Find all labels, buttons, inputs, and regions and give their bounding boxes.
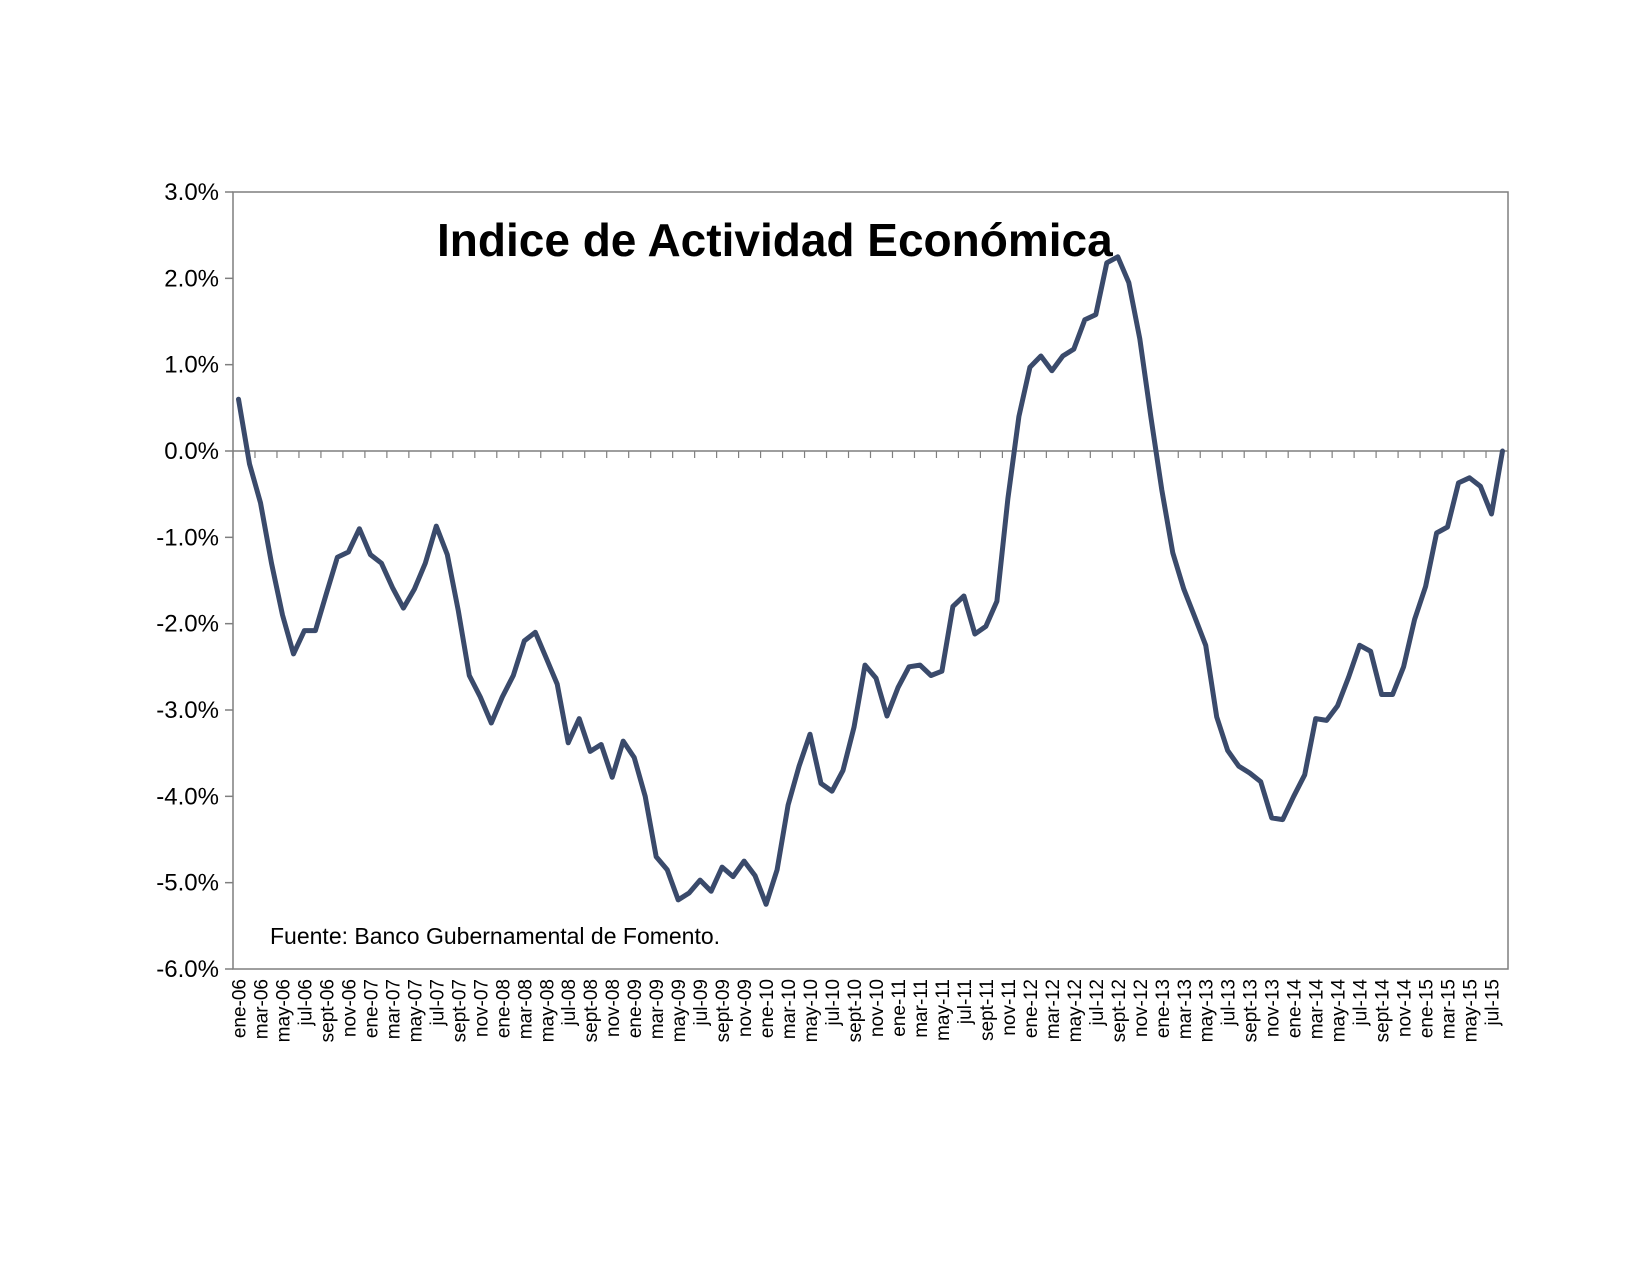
zero-axis-ticks [232,451,1509,458]
x-tick-label: may-12 [1065,979,1086,1042]
x-tick-label: ene-14 [1285,979,1306,1039]
x-tick-label: mar-09 [647,979,668,1039]
y-tick-label: 3.0% [164,179,219,206]
x-tick-label: mar-10 [779,979,800,1039]
x-tick-label: sept-08 [581,979,602,1042]
y-tick-label: -2.0% [156,611,219,638]
x-tick-label: ene-11 [889,979,910,1037]
x-tick-label: mar-13 [1175,979,1196,1039]
x-tick-label: mar-06 [251,979,272,1039]
x-tick-label: may-06 [273,979,294,1042]
x-tick-label: nov-10 [867,979,888,1037]
x-tick-label: ene-08 [493,979,514,1038]
x-tick-label: ene-07 [361,979,382,1038]
x-tick-label: ene-15 [1417,979,1438,1038]
y-tick-label: -3.0% [156,697,219,724]
x-tick-label: mar-11 [911,979,932,1038]
x-tick-label: sept-12 [1109,979,1130,1042]
x-tick-label: may-14 [1329,979,1350,1043]
x-tick-label: nov-14 [1395,979,1416,1038]
x-tick-label: jul-12 [1087,979,1108,1026]
x-tick-label: nov-07 [471,979,492,1037]
x-tick-label: may-10 [801,979,822,1042]
x-tick-label: jul-11 [955,979,976,1025]
x-tick-label: may-08 [537,979,558,1042]
x-tick-label: jul-10 [823,979,844,1026]
y-axis: 3.0% 2.0% 1.0% 0.0% -1.0% -2.0% -3.0% -4.0% -5.0… [156,179,233,983]
y-tick-label: -4.0% [156,783,219,810]
x-axis: ene-06 mar-06 may-06 jul-06 sept-06 nov-06 ene… [229,979,1503,1043]
x-tick-label: ene-06 [229,979,250,1038]
x-tick-label: jul-09 [691,979,712,1026]
x-tick-label: nov-12 [1131,979,1152,1037]
x-tick-label: jul-13 [1219,979,1240,1026]
x-tick-label: mar-12 [1043,979,1064,1039]
x-tick-label: nov-06 [339,979,360,1037]
x-tick-label: nov-11 [999,979,1020,1036]
x-tick-label: sept-13 [1241,979,1262,1042]
x-tick-label: jul-15 [1483,979,1504,1026]
x-tick-label: may-09 [669,979,690,1042]
x-tick-label: nov-13 [1263,979,1284,1037]
x-tick-label: may-07 [405,979,426,1042]
x-tick-label: sept-09 [713,979,734,1042]
y-tick-label: 0.0% [164,438,219,465]
x-tick-label: sept-07 [449,979,470,1042]
x-tick-label: may-15 [1461,979,1482,1042]
x-tick-label: may-13 [1197,979,1218,1042]
x-tick-label: jul-08 [559,979,580,1026]
x-tick-label: sept-06 [317,979,338,1042]
x-tick-label: ene-13 [1153,979,1174,1038]
x-tick-label: mar-14 [1307,979,1328,1040]
y-tick-label: -1.0% [156,524,219,551]
x-tick-label: sept-10 [845,979,866,1042]
x-tick-label: ene-12 [1021,979,1042,1038]
x-tick-label: jul-07 [427,979,448,1026]
x-tick-label: sept-14 [1373,979,1394,1043]
x-tick-label: sept-11 [977,979,998,1041]
x-tick-label: jul-06 [295,979,316,1026]
y-tick-label: 2.0% [164,265,219,292]
plot-area [232,191,1509,970]
y-tick-label: 1.0% [164,352,219,379]
y-tick-label: -6.0% [156,956,219,983]
y-tick-label: -5.0% [156,870,219,897]
x-tick-label: may-11 [933,979,954,1041]
x-tick-label: nov-08 [603,979,624,1037]
x-tick-label: jul-14 [1351,979,1372,1027]
x-tick-label: mar-07 [383,979,404,1039]
x-tick-label: mar-15 [1439,979,1460,1039]
x-tick-label: mar-08 [515,979,536,1039]
chart-title: Indice de Actividad Económica [437,214,1113,266]
source-annotation: Fuente: Banco Gubernamental de Fomento. [270,923,720,949]
series-line [236,254,1505,907]
x-tick-label: ene-10 [757,979,778,1038]
x-tick-label: ene-09 [625,979,646,1038]
x-tick-label: nov-09 [735,979,756,1037]
